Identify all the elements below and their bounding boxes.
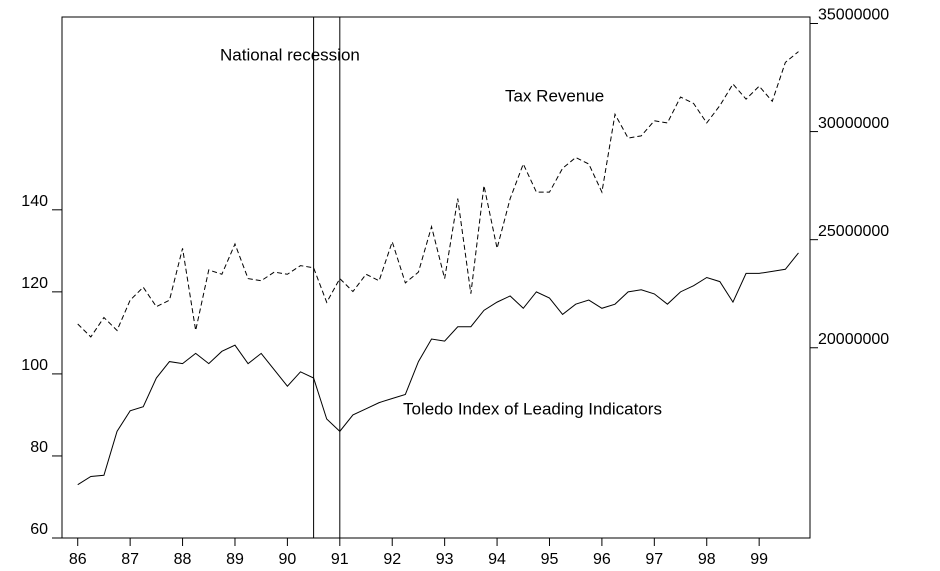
x-tick-label: 99: [750, 551, 768, 568]
x-tick-label: 91: [331, 551, 349, 568]
y-tick-label: 120: [21, 275, 48, 292]
series-line: [77, 252, 799, 486]
x-tick-label: 95: [541, 551, 559, 568]
x-tick-label: 86: [69, 551, 87, 568]
series-line: [77, 51, 799, 338]
x-tick-label: 93: [436, 551, 454, 568]
x-tick-label: 94: [488, 551, 506, 568]
x-tick-label: 88: [174, 551, 192, 568]
x-tick-label: 89: [226, 551, 244, 568]
y2-tick-label: 35000000: [818, 7, 889, 24]
x-tick-label: 92: [383, 551, 401, 568]
x-tick-label: 87: [121, 551, 139, 568]
y-tick-label: 60: [30, 521, 48, 538]
plot-frame: [61, 16, 811, 539]
annotation: Toledo Index of Leading Indicators: [403, 399, 662, 418]
y-tick-label: 100: [21, 357, 48, 374]
x-tick-label: 90: [278, 551, 296, 568]
y2-tick-label: 30000000: [818, 115, 889, 132]
y2-tick-label: 25000000: [818, 223, 889, 240]
x-tick-label: 97: [645, 551, 663, 568]
x-tick-label: 96: [593, 551, 611, 568]
y-tick-label: 80: [30, 439, 48, 456]
annotation: Tax Revenue: [505, 86, 604, 105]
y-tick-label: 140: [21, 193, 48, 210]
annotation: National recession: [220, 45, 360, 64]
x-tick-label: 98: [698, 551, 716, 568]
y2-tick-label: 20000000: [818, 331, 889, 348]
